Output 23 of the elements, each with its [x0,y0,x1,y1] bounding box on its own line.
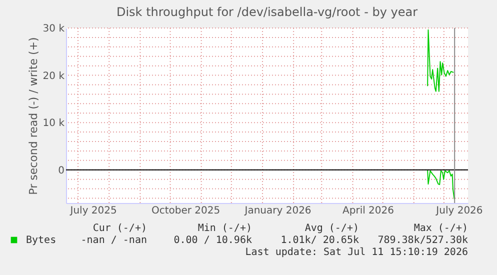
x-tick-label: October 2025 [151,206,220,216]
text: 789.38k/527.30k [378,235,468,246]
line-series [427,169,455,200]
x-tick-label: July 2025 [69,206,117,216]
chart-title: Disk throughput for /dev/isabella-vg/root - by year [116,5,418,19]
x-tick-label: April 2026 [342,206,394,216]
text: Last update: Sat Jul 11 15:10:19 2026 [245,247,468,258]
y-axis-title: Pr second read (-) / write (+) [26,37,40,195]
x-tick-label: July 2026 [435,206,483,216]
y-tick-label: 10 k [42,118,65,130]
text: Cur (-/+) [92,223,147,234]
y-tick-label: 30 k [42,24,65,34]
y-tick-label: 20 k [42,70,65,82]
text: -nan / -nan [80,235,147,246]
text: 0.00 / 10.96k [174,235,252,246]
text: Avg (-/+) [304,223,359,234]
text: 1.01k/ 20.65k [280,235,359,246]
legend-label: Bytes [26,235,56,246]
line-series [427,29,454,92]
text: Min (-/+) [198,223,252,234]
y-tick-label: 0 [58,165,64,176]
x-tick-label: January 2026 [244,206,312,216]
text: Max (-/+) [414,223,468,234]
